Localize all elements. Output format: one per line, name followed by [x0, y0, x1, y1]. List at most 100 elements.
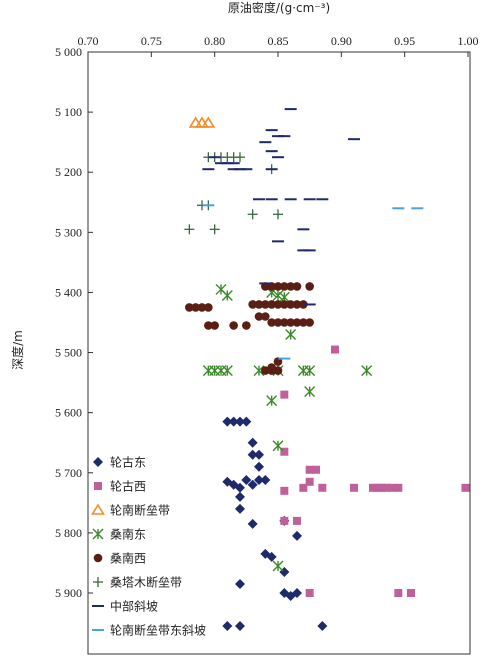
data-point — [210, 321, 219, 330]
legend-label: 轮南断垒带 — [110, 503, 170, 518]
data-point — [267, 300, 276, 309]
data-point — [197, 303, 207, 312]
data-point — [350, 483, 358, 492]
data-point — [292, 588, 302, 598]
data-point — [304, 365, 316, 377]
data-point — [267, 318, 276, 327]
y-tick-label: 5 100 — [55, 105, 82, 119]
data-point — [305, 477, 314, 486]
legend-marker — [94, 482, 102, 490]
data-point — [247, 479, 258, 490]
legend-label: 轮古西 — [110, 479, 146, 494]
data-point — [292, 282, 302, 291]
data-point — [273, 209, 283, 220]
data-point — [185, 303, 194, 312]
legend-label: 轮古东 — [110, 455, 146, 470]
data-point — [221, 365, 233, 377]
y-tick-label: 5 300 — [55, 225, 82, 239]
data-point — [286, 318, 295, 327]
series-3 — [188, 116, 216, 128]
data-point — [254, 312, 264, 321]
data-point — [372, 483, 381, 492]
data-point — [191, 303, 200, 312]
data-point — [247, 449, 258, 460]
data-point — [229, 321, 238, 330]
data-point — [235, 578, 245, 589]
legend-label: 桑南西 — [110, 551, 146, 566]
data-point — [273, 300, 283, 309]
data-point — [247, 437, 258, 448]
y-tick-label: 5 600 — [55, 406, 82, 420]
data-point — [272, 440, 284, 452]
legend-marker — [93, 457, 103, 467]
data-point — [381, 483, 390, 492]
x-tick-label: 0.90 — [331, 34, 352, 48]
data-point — [254, 449, 264, 460]
data-point — [222, 621, 233, 632]
data-point — [241, 416, 252, 427]
data-point — [286, 282, 295, 291]
data-point — [280, 390, 289, 399]
data-point — [280, 486, 289, 495]
data-point — [304, 386, 316, 398]
data-point — [266, 551, 277, 562]
data-point — [261, 312, 270, 321]
data-point — [273, 282, 283, 291]
legend-marker — [92, 528, 104, 540]
data-point — [260, 474, 271, 485]
x-tick-label: 1.00 — [458, 34, 479, 48]
data-point — [247, 518, 258, 529]
data-point — [242, 321, 251, 330]
x-tick-label: 0.70 — [78, 34, 99, 48]
x-tick-label: 0.80 — [204, 34, 225, 48]
legend-label: 桑塔木断垒带 — [110, 575, 182, 590]
data-point — [204, 303, 213, 312]
data-point — [280, 318, 289, 327]
data-point — [305, 282, 314, 291]
data-point — [204, 321, 213, 330]
data-point — [317, 621, 328, 632]
data-point — [318, 483, 327, 492]
data-point — [461, 483, 470, 492]
y-tick-label: 5 500 — [55, 346, 82, 360]
x-axis-title: 原油密度/(g·cm⁻³) — [228, 0, 330, 15]
legend-label: 轮南断垒带东斜坡 — [110, 623, 206, 638]
x-tick-label: 0.85 — [268, 34, 289, 48]
data-point — [266, 395, 278, 407]
data-point — [273, 366, 283, 375]
series-2 — [280, 345, 470, 597]
data-point — [221, 289, 233, 301]
data-point — [305, 465, 314, 474]
data-point — [280, 282, 289, 291]
data-point — [394, 483, 403, 492]
series-4 — [202, 283, 373, 572]
data-point — [388, 483, 396, 492]
data-point — [261, 300, 270, 309]
data-point — [273, 318, 283, 327]
data-point — [272, 560, 284, 572]
y-tick-label: 5 700 — [55, 466, 82, 480]
data-point — [280, 300, 289, 309]
data-point — [235, 152, 245, 163]
data-point — [235, 503, 245, 514]
data-point — [254, 300, 264, 309]
y-axis-title: 深度/m — [10, 330, 25, 370]
y-tick-label: 5 800 — [55, 526, 82, 540]
data-point — [299, 300, 308, 309]
data-point — [209, 224, 220, 235]
data-point — [235, 416, 245, 427]
series-5 — [185, 282, 314, 375]
data-point — [235, 491, 245, 502]
data-point — [235, 482, 245, 493]
series-8 — [202, 204, 424, 360]
series-6 — [184, 152, 283, 235]
data-point — [407, 589, 415, 597]
data-point — [293, 516, 301, 525]
data-point — [184, 224, 195, 235]
data-point — [267, 366, 276, 375]
data-point — [272, 289, 284, 301]
series-7 — [202, 108, 360, 306]
data-point — [292, 300, 302, 309]
plot-area — [184, 108, 470, 632]
